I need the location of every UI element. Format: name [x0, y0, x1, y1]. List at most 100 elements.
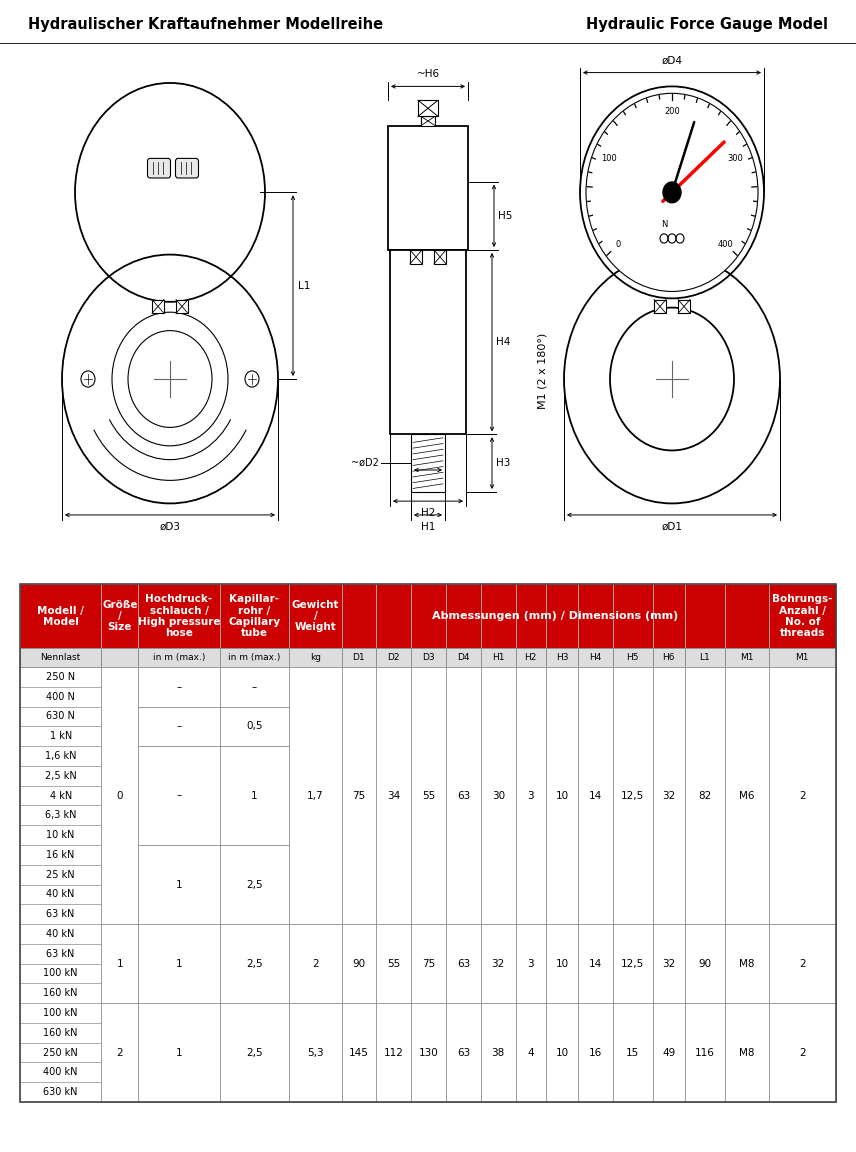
Bar — [685, 904, 724, 924]
Text: 130: 130 — [419, 1047, 438, 1058]
Bar — [579, 1062, 613, 1082]
Bar — [289, 924, 342, 943]
Bar — [446, 706, 481, 726]
Bar — [20, 924, 101, 943]
Bar — [342, 746, 377, 766]
Bar — [220, 1043, 289, 1062]
Bar — [446, 1082, 481, 1102]
Bar — [377, 1043, 411, 1062]
Text: –: – — [176, 682, 181, 691]
Bar — [446, 943, 481, 963]
Bar — [446, 649, 481, 667]
Bar — [546, 1043, 579, 1062]
Bar — [220, 924, 289, 1003]
Bar — [411, 924, 446, 1003]
Bar — [724, 885, 769, 904]
Bar — [139, 1043, 220, 1062]
Bar — [613, 924, 652, 943]
Text: 145: 145 — [349, 1047, 369, 1058]
Bar — [101, 825, 139, 844]
Bar — [101, 667, 139, 687]
Bar — [101, 786, 139, 805]
Bar — [652, 1003, 685, 1102]
Bar — [769, 805, 836, 825]
Bar — [220, 706, 289, 726]
Text: 40 kN: 40 kN — [46, 929, 74, 939]
Bar — [411, 885, 446, 904]
Text: Hydraulischer Kraftaufnehmer Modellreihe: Hydraulischer Kraftaufnehmer Modellreihe — [28, 17, 383, 32]
Bar — [377, 766, 411, 786]
Bar — [481, 904, 515, 924]
Bar — [176, 300, 188, 313]
Bar — [101, 805, 139, 825]
Bar — [220, 1003, 289, 1023]
Bar — [139, 865, 220, 885]
Bar — [342, 649, 377, 667]
Bar — [481, 1082, 515, 1102]
Bar — [446, 766, 481, 786]
Text: 63: 63 — [457, 958, 470, 969]
Text: 0,5: 0,5 — [247, 721, 263, 732]
Bar — [20, 1003, 101, 1023]
Bar — [579, 844, 613, 865]
Bar — [342, 706, 377, 726]
Text: M1: M1 — [795, 653, 809, 662]
Text: Modell /
Model: Modell / Model — [37, 606, 84, 627]
Text: D1: D1 — [353, 653, 366, 662]
Bar — [769, 924, 836, 1003]
Bar — [101, 746, 139, 766]
Bar — [724, 1003, 769, 1023]
Text: 2: 2 — [799, 958, 805, 969]
Bar — [289, 1023, 342, 1043]
Bar — [101, 766, 139, 786]
Text: 1: 1 — [116, 958, 123, 969]
Bar — [579, 786, 613, 805]
Bar — [613, 825, 652, 844]
Bar — [390, 250, 466, 434]
Bar — [481, 746, 515, 766]
Bar — [20, 1082, 101, 1102]
Bar — [220, 746, 289, 766]
Bar — [152, 300, 164, 313]
Bar — [139, 943, 220, 963]
Bar — [652, 726, 685, 746]
Text: 12,5: 12,5 — [621, 958, 645, 969]
Text: 400: 400 — [717, 240, 734, 249]
Bar — [515, 584, 546, 649]
Text: øD3: øD3 — [159, 522, 181, 532]
Bar — [652, 766, 685, 786]
Bar — [652, 746, 685, 766]
Bar — [101, 726, 139, 746]
Bar — [613, 1082, 652, 1102]
Bar — [101, 1023, 139, 1043]
Text: H4: H4 — [496, 338, 510, 347]
Text: 250 kN: 250 kN — [44, 1047, 78, 1058]
Bar — [139, 786, 220, 805]
Bar — [342, 963, 377, 984]
Bar — [769, 885, 836, 904]
Bar — [724, 746, 769, 766]
Bar — [289, 584, 342, 649]
Bar — [342, 984, 377, 1003]
Bar — [613, 1043, 652, 1062]
Bar — [377, 984, 411, 1003]
Bar — [139, 687, 220, 706]
Bar — [20, 667, 101, 687]
Bar — [377, 825, 411, 844]
Text: M1 (2 x 180°): M1 (2 x 180°) — [538, 333, 548, 409]
Bar — [20, 687, 101, 706]
Bar — [613, 984, 652, 1003]
Bar — [579, 667, 613, 687]
Bar — [546, 584, 579, 649]
Bar — [613, 865, 652, 885]
Bar — [220, 1003, 289, 1102]
Bar — [220, 667, 289, 706]
Bar — [411, 766, 446, 786]
Bar — [377, 649, 411, 667]
Text: 1,6 kN: 1,6 kN — [45, 751, 76, 761]
Bar — [724, 1003, 769, 1102]
Bar — [652, 667, 685, 687]
Bar — [411, 924, 446, 943]
Bar — [446, 1062, 481, 1082]
Text: 2,5: 2,5 — [247, 879, 263, 889]
